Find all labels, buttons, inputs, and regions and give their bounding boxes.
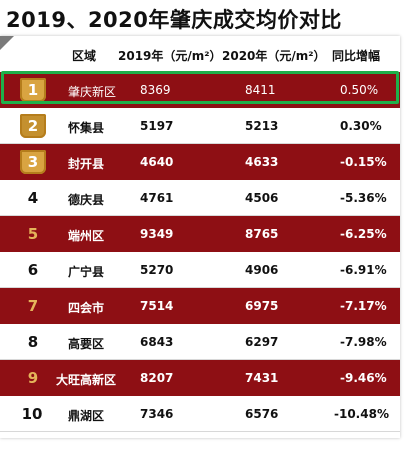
header-2020: 2020年（元/m²） [222,49,326,63]
table-row: 7 四会市 7514 6975 -7.17% [0,288,400,324]
price-2019: 7514 [140,299,174,313]
price-2019: 4761 [140,191,174,205]
price-2020: 4506 [245,191,279,205]
rank-number: 7 [27,297,39,315]
price-2020: 7431 [245,371,279,385]
price-2020: 5213 [245,119,279,133]
yoy-change: -5.36% [340,191,387,205]
price-2019: 9349 [140,227,174,241]
header-2019: 2019年（元/m²） [118,49,222,63]
price-2020: 6975 [245,299,279,313]
rank-number: 9 [27,369,39,387]
price-comparison-table: 区域 2019年（元/m²） 2020年（元/m²） 同比增幅 1 肇庆新区 8… [0,36,400,438]
header-corner-decoration [0,36,14,50]
yoy-change: 0.50% [340,83,379,97]
rank-number: 6 [27,261,39,279]
region-name: 封开县 [68,157,105,171]
region-name: 广宁县 [68,265,105,279]
yoy-change: -9.46% [340,371,387,385]
price-2019: 6843 [140,335,174,349]
price-2020: 6576 [245,407,279,421]
table-row: 3 封开县 4640 4633 -0.15% [0,144,400,180]
yoy-change: -7.98% [340,335,387,349]
table-row: 2 怀集县 5197 5213 0.30% [0,108,400,144]
table-header: 区域 2019年（元/m²） 2020年（元/m²） 同比增幅 [0,36,400,72]
rank-number: 8 [27,333,39,351]
price-2020: 8411 [245,83,276,97]
rank-number: 5 [27,225,39,243]
rank-badge: 1 [20,78,46,102]
region-name: 高要区 [68,337,105,351]
header-change: 同比增幅 [332,49,381,63]
table-row: 9 大旺高新区 8207 7431 -9.46% [0,360,400,396]
price-2019: 5197 [140,119,174,133]
table-row: 6 广宁县 5270 4906 -6.91% [0,252,400,288]
price-2019: 8207 [140,371,174,385]
region-name: 四会市 [68,301,105,315]
region-name: 怀集县 [68,121,105,135]
price-2020: 4633 [245,155,279,169]
table-row: 1 肇庆新区 8369 8411 0.50% [0,72,400,108]
yoy-change: -0.15% [340,155,387,169]
region-name: 大旺高新区 [56,373,117,387]
table-row: 10 鼎湖区 7346 6576 -10.48% [0,396,400,432]
header-region: 区域 [72,49,97,63]
table-row: 5 端州区 9349 8765 -6.25% [0,216,400,252]
price-2019: 8369 [140,83,171,97]
page-title: 2019、2020年肇庆成交均价对比 [6,8,342,32]
table-row: 8 高要区 6843 6297 -7.98% [0,324,400,360]
rank-number: 4 [27,189,39,207]
rank-badge: 2 [20,114,46,138]
yoy-change: 0.30% [340,119,382,133]
rank-number: 10 [21,405,43,423]
yoy-change: -7.17% [340,299,387,313]
region-name: 德庆县 [68,193,105,207]
price-2020: 4906 [245,263,279,277]
rank-badge: 3 [20,150,46,174]
region-name: 鼎湖区 [68,409,105,423]
yoy-change: -6.91% [340,263,387,277]
price-2019: 5270 [140,263,174,277]
price-2020: 8765 [245,227,279,241]
table-row: 4 德庆县 4761 4506 -5.36% [0,180,400,216]
price-2020: 6297 [245,335,279,349]
yoy-change: -10.48% [334,407,389,421]
region-name: 端州区 [68,229,105,243]
price-2019: 7346 [140,407,174,421]
price-2019: 4640 [140,155,174,169]
yoy-change: -6.25% [340,227,387,241]
region-name: 肇庆新区 [68,85,117,99]
